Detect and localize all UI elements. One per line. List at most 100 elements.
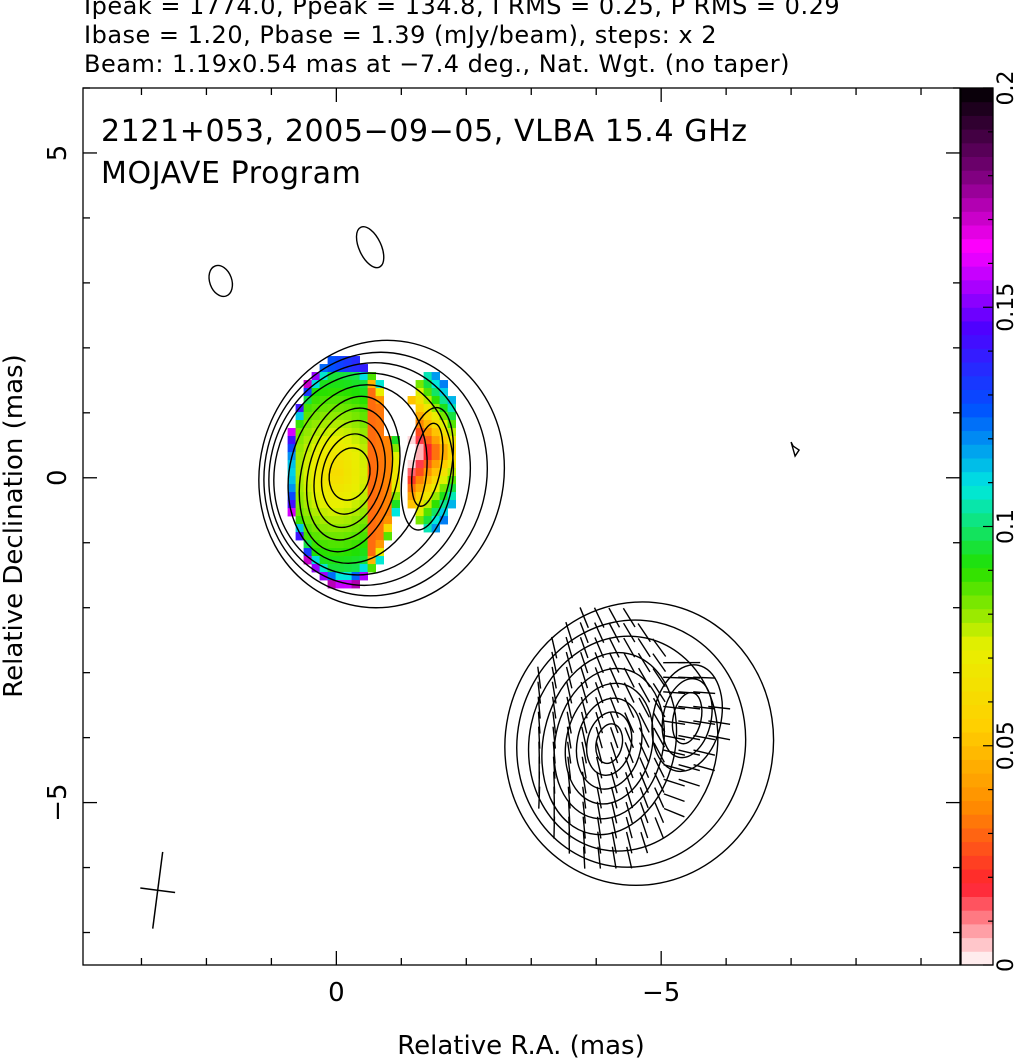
polarization-pixel	[439, 468, 449, 477]
polarization-pixel	[367, 484, 377, 493]
colorbar-band	[961, 526, 993, 541]
colorbar-band	[961, 334, 993, 349]
polarization-pixel	[287, 444, 297, 453]
polarization-pixel	[447, 468, 457, 477]
polarization-pixel	[351, 476, 361, 485]
polarization-pixel	[375, 548, 385, 557]
polarization-vector	[608, 622, 620, 643]
polarization-vector	[663, 807, 685, 818]
colorbar-band	[961, 348, 993, 363]
polarization-pixel	[407, 436, 417, 445]
polarization-pixel	[359, 524, 369, 533]
polarization-pixel	[367, 532, 377, 541]
polarization-vector	[595, 696, 604, 719]
polarization-pixel	[335, 468, 345, 477]
polarization-pixel	[319, 508, 329, 517]
polarization-pixel	[439, 380, 449, 389]
polarization-pixel	[343, 508, 353, 517]
polarization-pixel	[423, 412, 433, 421]
colorbar-band	[961, 649, 993, 665]
polarization-vector	[693, 749, 716, 756]
polarization-vector	[609, 682, 620, 704]
polarization-pixel	[311, 484, 321, 493]
polarization-pixel	[351, 524, 361, 533]
polarization-vector	[594, 652, 604, 674]
polarization-vector	[610, 786, 618, 809]
polarization-vector	[611, 801, 618, 824]
polarization-vectors	[537, 607, 731, 869]
polarization-pixel	[423, 428, 433, 437]
colorbar-band	[961, 841, 993, 856]
polarization-vector	[653, 712, 666, 733]
polarization-vector	[639, 787, 649, 809]
polarization-vector	[565, 651, 573, 674]
colorbar-band	[961, 773, 993, 788]
polarization-vector	[637, 623, 651, 643]
polarization-pixel	[351, 388, 361, 397]
polarization-pixel	[375, 556, 385, 565]
polarization-vector	[567, 786, 571, 809]
polarization-vector	[610, 741, 619, 764]
polarization-pixel	[303, 380, 313, 389]
polarization-pixel	[367, 372, 377, 381]
polarization-vector	[551, 636, 558, 659]
polarization-vector	[639, 757, 650, 779]
polarization-pixel	[367, 396, 377, 405]
polarization-pixel	[335, 556, 345, 565]
polarization-vector	[652, 682, 666, 703]
polarization-pixel	[415, 516, 425, 525]
y-tick-label: 5	[43, 145, 73, 162]
polarization-vector	[566, 681, 573, 704]
polarization-pixel	[447, 436, 457, 445]
polarization-pixel	[367, 404, 377, 413]
polarization-pixel	[359, 572, 369, 581]
polarization-pixel	[359, 468, 369, 477]
polarization-pixel	[343, 572, 353, 581]
polarization-vector	[663, 749, 686, 756]
polarization-pixel	[415, 380, 425, 389]
colorbar-band	[961, 814, 993, 829]
polarization-vector	[579, 622, 589, 644]
polarization-pixel	[439, 428, 449, 437]
polarization-pixel	[431, 500, 441, 509]
polarization-pixel	[335, 380, 345, 389]
polarization-vector	[638, 697, 650, 718]
polarization-pixel	[343, 436, 353, 445]
polarization-vector	[566, 711, 572, 734]
polarization-pixel	[375, 524, 385, 533]
polarization-pixel	[359, 548, 369, 557]
polarization-vector	[623, 682, 635, 703]
polarization-pixel	[287, 476, 297, 485]
contour	[504, 601, 775, 886]
polarization-pixel	[319, 412, 329, 421]
polarization-vector	[693, 705, 716, 710]
polarization-pixel	[431, 476, 441, 485]
polarization-pixel	[359, 420, 369, 429]
polarization-pixel	[335, 428, 345, 437]
polarization-pixel	[319, 548, 329, 557]
polarization-pixel	[407, 500, 417, 509]
colorbar-band	[961, 142, 993, 158]
polarization-vector	[678, 764, 700, 772]
polarization-pixel	[439, 500, 449, 509]
polarization-vector	[595, 726, 603, 749]
polarization-vector	[565, 621, 574, 644]
polarization-vector	[654, 802, 665, 824]
polarization-vector	[624, 712, 635, 733]
polarization-pixel	[391, 460, 401, 469]
polarization-pixel	[447, 420, 457, 429]
polarization-vector	[551, 696, 557, 719]
polarization-pixel	[359, 372, 369, 381]
polarization-pixel	[303, 548, 313, 557]
polarization-pixel	[391, 436, 401, 445]
colorbar-band	[961, 581, 993, 596]
polarization-vector	[663, 764, 685, 772]
polarization-pixel	[335, 444, 345, 453]
polarization-pixel	[327, 388, 337, 397]
polarization-vector	[624, 771, 634, 794]
polarization-pixel	[391, 468, 401, 477]
polarization-pixel	[383, 492, 393, 501]
colorbar-band	[961, 88, 993, 103]
polarization-pixel	[311, 500, 321, 509]
polarization-vector	[537, 666, 542, 689]
